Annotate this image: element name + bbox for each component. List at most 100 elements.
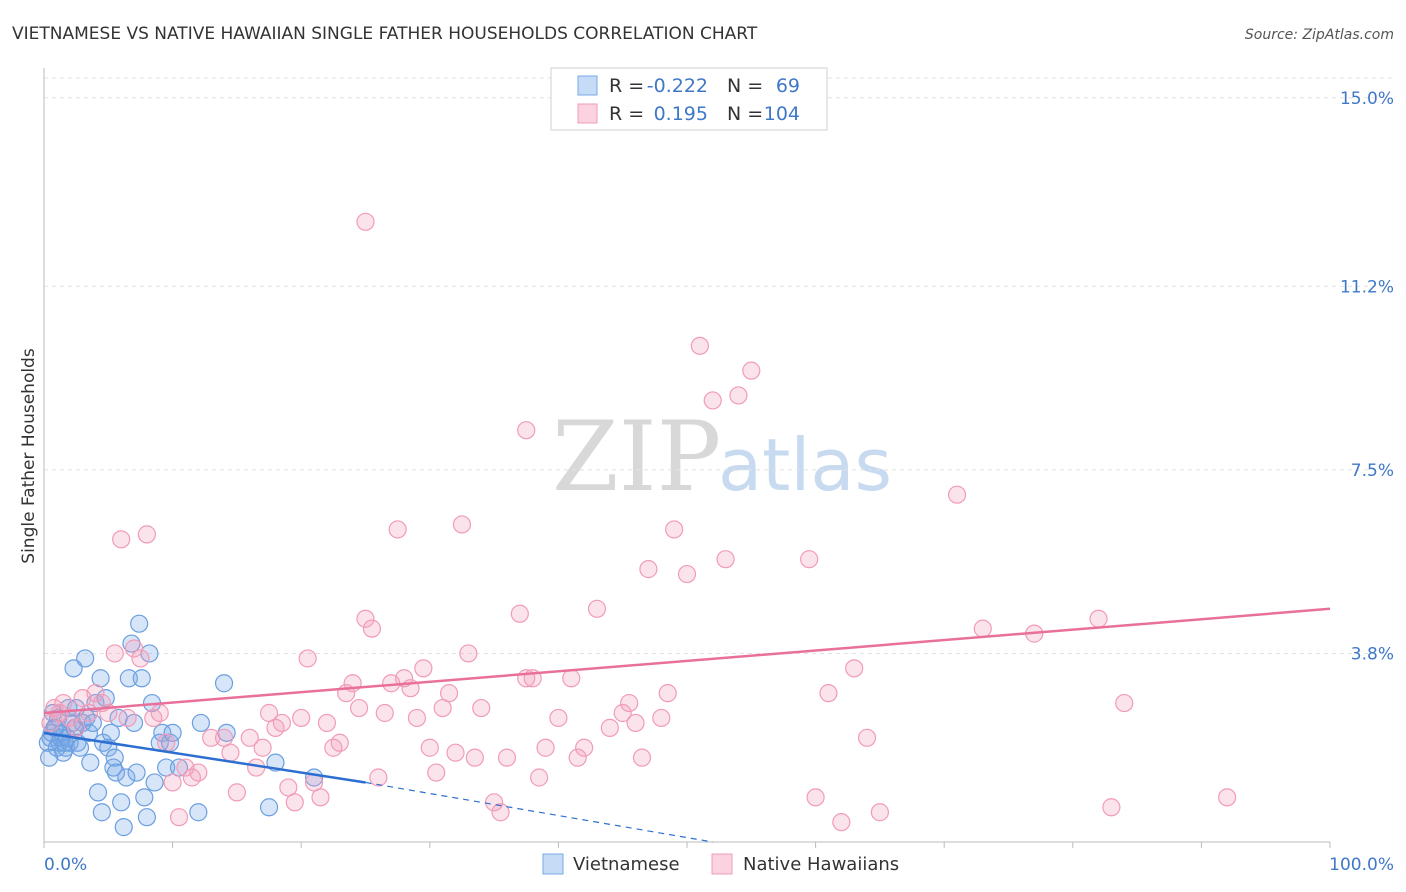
gridlines [44, 77, 1394, 654]
native-hawaiian-point [414, 659, 433, 678]
native-hawaiian-point [388, 520, 407, 539]
stats-legend-n-label-native-hawaiians: N = [727, 103, 763, 125]
vietnamese-point [83, 713, 102, 733]
native-hawaiian-point [716, 550, 735, 569]
native-hawaiian-point [639, 560, 658, 579]
native-hawaiian-point [285, 793, 304, 812]
native-hawaiian-point [491, 803, 510, 822]
native-hawaiian-point [311, 788, 330, 807]
vietnamese-point [153, 723, 172, 742]
vietnamese-point [127, 763, 146, 782]
native-hawaiian-point [1218, 788, 1237, 807]
native-hawaiian-point [652, 708, 671, 728]
native-hawaiian-point [356, 212, 375, 231]
native-hawaiian-point [131, 649, 150, 668]
native-hawaiian-point [221, 743, 240, 762]
x-tick-label-min: 0.0% [44, 855, 87, 875]
native-hawaiian-point [105, 644, 124, 663]
native-hawaiian-point [189, 763, 208, 782]
y-tick-label: 7.5% [1351, 461, 1394, 481]
native-hawaiian-point [665, 520, 684, 539]
native-hawaiian-point [272, 713, 292, 733]
vietnamese-point [122, 634, 141, 653]
native-hawaiian-point [1115, 693, 1134, 713]
native-hawaiian-point [857, 728, 877, 747]
points-layer [38, 212, 1237, 837]
legend-label-vietnamese: Vietnamese [573, 854, 680, 875]
vietnamese-point [88, 783, 108, 802]
native-hawaiian-point [485, 793, 504, 812]
native-hawaiian-point [362, 619, 382, 638]
native-hawaiian-point [118, 708, 137, 728]
native-hawaiian-point [819, 684, 838, 703]
native-hawaiian-point [703, 391, 722, 410]
vietnamese-point [189, 803, 208, 822]
trend-layer [43, 607, 1331, 843]
native-hawaiian-point [420, 738, 439, 757]
native-hawaiian-point [626, 713, 645, 733]
vietnamese-trend-extension [365, 781, 713, 843]
watermark-atlas: atlas [718, 423, 892, 507]
native-hawaiian-trend-line [43, 607, 1331, 715]
legend-swatch-vietnamese [542, 853, 564, 875]
native-hawaiian-point [150, 703, 169, 723]
native-hawaiian-point [800, 550, 819, 569]
vietnamese-point [92, 803, 111, 822]
native-hawaiian-point [157, 733, 176, 752]
x-tick-label-max: 100.0% [1329, 855, 1394, 875]
native-hawaiian-point [510, 604, 529, 623]
native-hawaiian-point [465, 748, 484, 767]
native-hawaiian-point [1102, 798, 1121, 817]
native-hawaiian-point [292, 708, 311, 728]
legend-label-native-hawaiians: Native Hawaiians [743, 854, 899, 875]
native-hawaiian-point [169, 808, 189, 827]
native-hawaiian-point [369, 768, 388, 787]
native-hawaiian-point [349, 698, 369, 718]
native-hawaiian-point [947, 485, 967, 504]
vietnamese-point [70, 738, 90, 757]
vietnamese-point [132, 669, 151, 688]
native-hawaiian-point [729, 386, 748, 405]
vietnamese-point [130, 614, 149, 633]
native-hawaiian-point [530, 768, 549, 787]
native-hawaiian-point [317, 713, 337, 733]
vietnamese-point [137, 808, 156, 827]
native-hawaiian-point [562, 669, 581, 688]
vietnamese-point [163, 723, 182, 742]
vietnamese-point [191, 713, 210, 733]
native-hawaiian-point [620, 693, 639, 713]
native-hawaiian-point [742, 361, 761, 380]
native-hawaiian-point [60, 708, 79, 728]
native-hawaiian-point [677, 564, 697, 584]
chart-source: Source: ZipAtlas.com [1245, 27, 1394, 43]
vietnamese-point [135, 788, 154, 807]
native-hawaiian-point [600, 718, 619, 737]
native-hawaiian-point [330, 733, 349, 752]
native-hawaiian-point [658, 684, 677, 703]
native-hawaiian-point [439, 684, 459, 703]
y-tick-label: 3.8% [1351, 644, 1394, 664]
vietnamese-trend-line [43, 731, 366, 784]
native-hawaiian-point [973, 619, 992, 638]
native-hawaiian-point [227, 783, 246, 802]
legend-swatch-native-hawaiians [711, 853, 733, 875]
native-hawaiian-point [298, 649, 317, 668]
native-hawaiian-point [137, 525, 156, 544]
stats-legend-n-value-vietnamese: 69 [776, 75, 800, 97]
native-hawaiian-point [690, 336, 709, 355]
y-tick-label: 15.0% [1340, 89, 1394, 109]
native-hawaiian-point [1089, 609, 1108, 628]
vietnamese-point [117, 768, 136, 787]
native-hawaiian-point [67, 718, 86, 737]
native-hawaiian-point [845, 659, 864, 678]
native-hawaiian-point [407, 708, 427, 728]
stats-legend: R = -0.222 N = 69 R = 0.195 N = 104 [550, 67, 828, 131]
native-hawaiian-point [632, 748, 652, 767]
y-tick-labels: 3.8% 7.5% 11.2% 15.0% [1340, 89, 1394, 665]
native-hawaiian-point [497, 748, 517, 767]
native-hawaiian-point [163, 773, 182, 792]
native-hawaiian-point [86, 684, 105, 703]
vietnamese-point [214, 674, 234, 693]
native-hawaiian-point [587, 599, 607, 618]
